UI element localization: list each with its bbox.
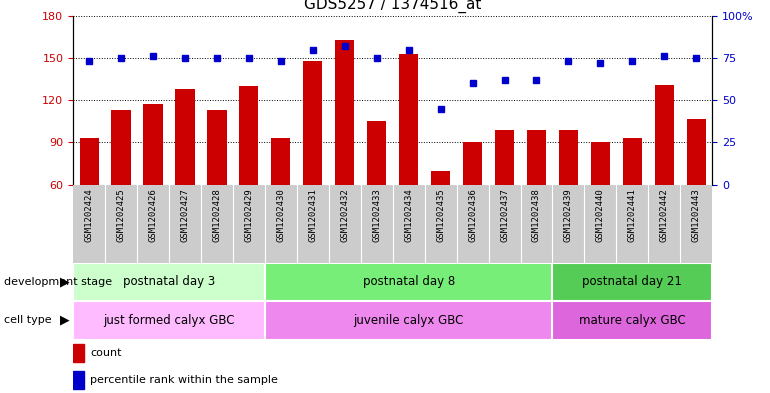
Text: mature calyx GBC: mature calyx GBC — [579, 314, 686, 327]
Bar — [463, 142, 482, 185]
Bar — [271, 138, 290, 185]
Bar — [431, 171, 450, 185]
Title: GDS5257 / 1374516_at: GDS5257 / 1374516_at — [304, 0, 481, 13]
Bar — [367, 121, 387, 185]
Bar — [553, 301, 712, 340]
Text: GSM1202425: GSM1202425 — [116, 189, 126, 242]
Text: GSM1202434: GSM1202434 — [404, 189, 413, 242]
Text: GSM1202433: GSM1202433 — [372, 189, 381, 242]
Bar — [553, 263, 712, 301]
Bar — [399, 54, 418, 185]
Text: GSM1202428: GSM1202428 — [213, 189, 222, 242]
Text: ▶: ▶ — [60, 275, 69, 288]
Bar — [143, 105, 162, 185]
Text: GSM1202432: GSM1202432 — [340, 189, 350, 242]
Bar — [73, 263, 265, 301]
Text: GSM1202439: GSM1202439 — [564, 189, 573, 242]
Bar — [207, 110, 226, 185]
Text: GSM1202436: GSM1202436 — [468, 189, 477, 242]
Bar — [527, 130, 546, 185]
Text: GSM1202431: GSM1202431 — [308, 189, 317, 242]
Bar — [654, 85, 674, 185]
Bar — [495, 130, 514, 185]
Text: juvenile calyx GBC: juvenile calyx GBC — [353, 314, 464, 327]
Text: postnatal day 21: postnatal day 21 — [582, 275, 682, 288]
Text: GSM1202441: GSM1202441 — [628, 189, 637, 242]
Text: GSM1202435: GSM1202435 — [436, 189, 445, 242]
Bar — [623, 138, 642, 185]
Text: just formed calyx GBC: just formed calyx GBC — [103, 314, 235, 327]
Bar — [176, 89, 195, 185]
Bar — [79, 138, 99, 185]
Text: GSM1202424: GSM1202424 — [85, 189, 94, 242]
Text: ▶: ▶ — [60, 314, 69, 327]
Bar — [265, 301, 553, 340]
Text: count: count — [90, 348, 122, 358]
Bar — [303, 61, 323, 185]
Bar — [73, 371, 84, 389]
Bar — [335, 40, 354, 185]
Text: GSM1202437: GSM1202437 — [500, 189, 509, 242]
Bar — [73, 343, 84, 362]
Text: GSM1202438: GSM1202438 — [532, 189, 541, 242]
Bar — [112, 110, 131, 185]
Text: cell type: cell type — [4, 315, 52, 325]
Bar — [687, 119, 706, 185]
Bar — [591, 142, 610, 185]
Text: GSM1202442: GSM1202442 — [660, 189, 669, 242]
Text: postnatal day 8: postnatal day 8 — [363, 275, 455, 288]
Text: GSM1202427: GSM1202427 — [180, 189, 189, 242]
Bar — [73, 301, 265, 340]
Text: postnatal day 3: postnatal day 3 — [123, 275, 215, 288]
Bar — [559, 130, 578, 185]
Text: development stage: development stage — [4, 277, 112, 287]
Text: GSM1202440: GSM1202440 — [596, 189, 605, 242]
Bar — [265, 263, 553, 301]
Text: GSM1202429: GSM1202429 — [244, 189, 253, 242]
Text: GSM1202426: GSM1202426 — [149, 189, 158, 242]
Text: GSM1202443: GSM1202443 — [691, 189, 701, 242]
Text: percentile rank within the sample: percentile rank within the sample — [90, 375, 278, 385]
Bar — [239, 86, 259, 185]
Text: GSM1202430: GSM1202430 — [276, 189, 286, 242]
